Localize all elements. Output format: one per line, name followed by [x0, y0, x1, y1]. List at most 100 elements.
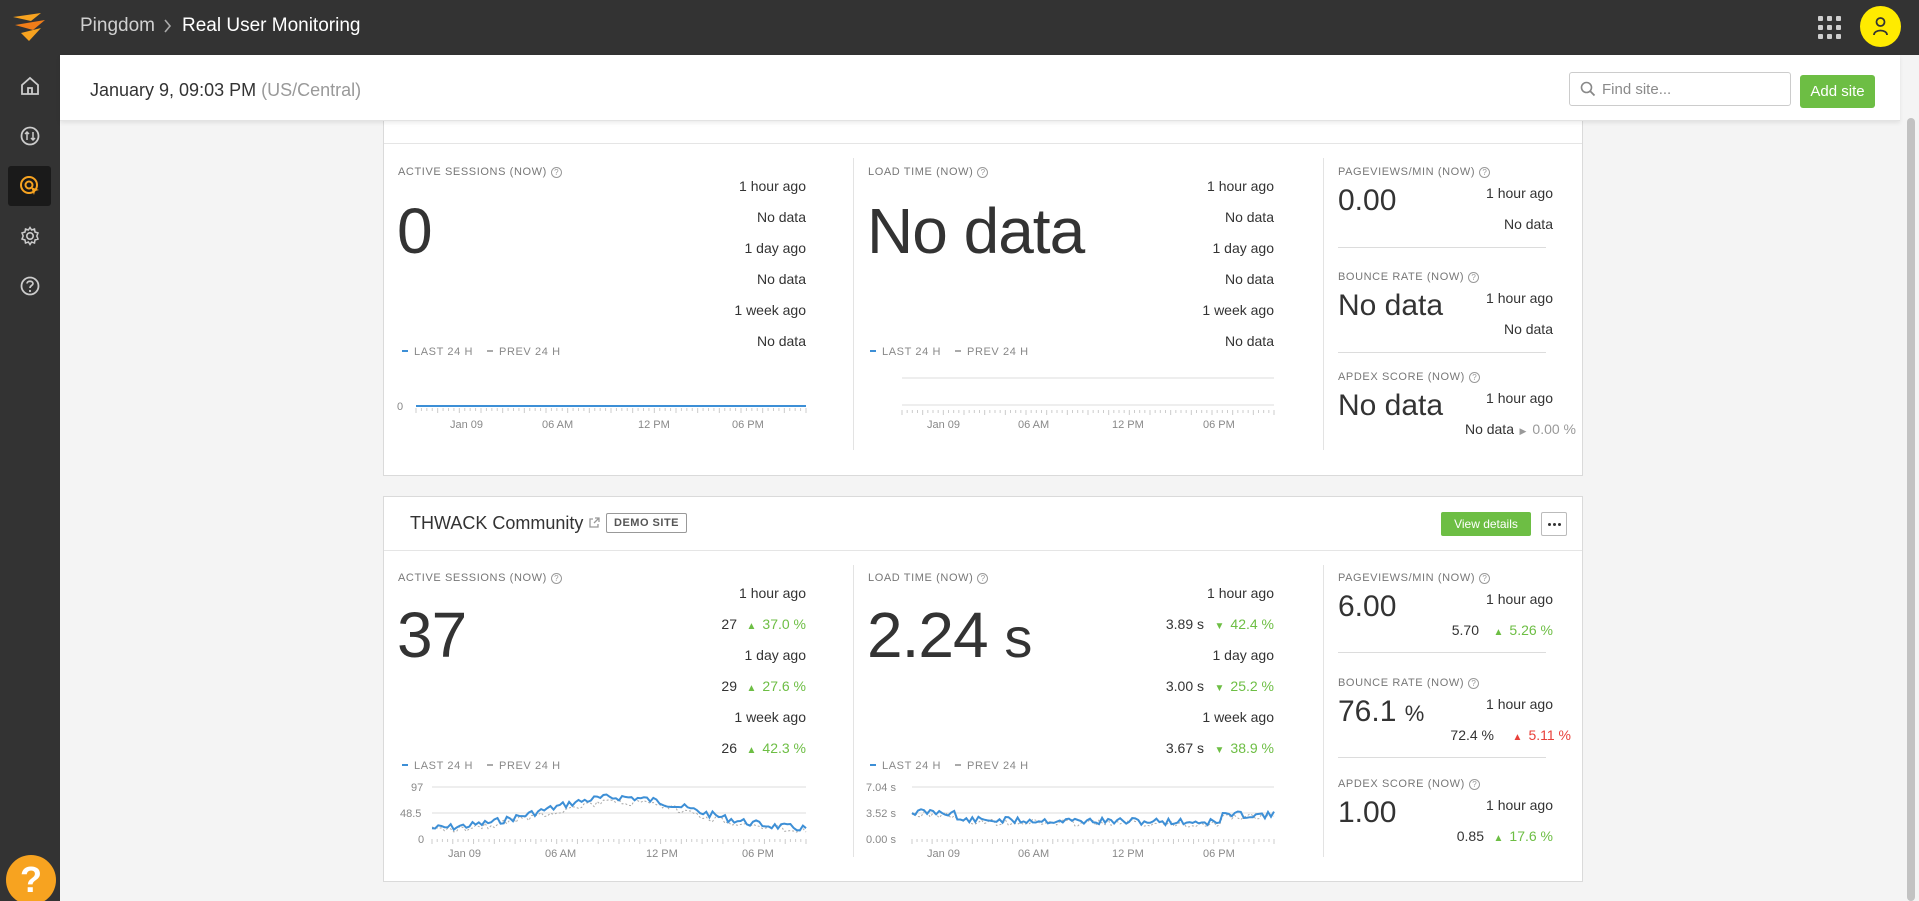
- sidebar-item-rum[interactable]: [8, 166, 51, 206]
- x-tick-label: 12 PM: [1112, 419, 1144, 431]
- load-time-chart: 7.04 s 3.52 s 0.00 s Jan 09 06 AM 12 PM …: [866, 782, 1275, 860]
- chart-legend: LAST 24 H PREV 24 H: [870, 760, 1029, 772]
- week-ago-value: No data: [756, 333, 806, 349]
- scrollbar-thumb[interactable]: [1907, 118, 1915, 901]
- find-site-input[interactable]: [1602, 79, 1782, 99]
- week-ago-value: No data: [1224, 333, 1274, 349]
- week-ago-label: 1 week ago: [734, 302, 806, 318]
- side-metrics-panel: PAGEVIEWS/MIN (NOW)? 0.00 1 hour ago No …: [1324, 144, 1584, 464]
- y-tick-label: 7.04 s: [866, 782, 896, 794]
- avatar[interactable]: [1860, 6, 1901, 47]
- info-icon[interactable]: ?: [1479, 573, 1491, 584]
- last-24h-series-line: [431, 793, 807, 832]
- day-ago-label: 1 day ago: [1212, 647, 1275, 663]
- bounce-rate-prev: 72.4 %: [1450, 727, 1494, 743]
- active-sessions-value: 0: [397, 195, 433, 267]
- sidebar-item-help[interactable]: [8, 266, 51, 306]
- day-ago-value: 3.00 s: [1165, 678, 1204, 694]
- apdex-prev: No data: [1464, 421, 1514, 437]
- load-time-value: 2.24 s: [867, 599, 1032, 671]
- day-ago-delta: ▲ 27.6 %: [746, 678, 807, 694]
- arrow-up-icon: ▲: [1493, 627, 1504, 638]
- active-sessions-panel: ACTIVE SESSIONS (NOW)? 37 1 hour ago 27 …: [384, 551, 854, 871]
- info-icon[interactable]: ?: [550, 573, 562, 584]
- card-header: [384, 100, 1582, 144]
- bounce-rate-value: No data: [1338, 289, 1444, 322]
- bounce-rate-prev: No data: [1503, 321, 1553, 337]
- x-tick-label: 12 PM: [638, 419, 670, 431]
- top-bar: Pingdom Real User Monitoring: [0, 0, 1919, 55]
- sidebar-item-settings[interactable]: [8, 216, 51, 256]
- x-tick-label: Jan 09: [450, 419, 483, 431]
- x-tick-label: 06 AM: [542, 419, 573, 431]
- site-name[interactable]: THWACK Community: [410, 513, 584, 533]
- hour-ago-value: No data: [1224, 209, 1274, 225]
- load-time-chart: Jan 09 06 AM 12 PM 06 PM: [901, 377, 1275, 431]
- arrow-up-icon: ▲: [746, 621, 757, 632]
- info-icon[interactable]: ?: [1468, 372, 1480, 383]
- hour-ago-delta: ▼ 42.4 %: [1214, 616, 1275, 632]
- arrow-up-icon: ▲: [1493, 833, 1504, 844]
- apdex-value: No data: [1338, 389, 1444, 422]
- x-tick-label: Jan 09: [927, 848, 960, 860]
- week-ago-label: 1 week ago: [1202, 709, 1274, 725]
- active-sessions-panel: ACTIVE SESSIONS (NOW)? 0 1 hour ago No d…: [384, 144, 854, 464]
- y-tick-label: 0.00 s: [866, 834, 896, 846]
- info-icon[interactable]: ?: [1468, 678, 1480, 689]
- info-icon[interactable]: ?: [1468, 272, 1480, 283]
- hour-ago-label: 1 hour ago: [1486, 696, 1553, 712]
- active-sessions-label: ACTIVE SESSIONS (NOW)?: [398, 572, 562, 584]
- info-icon[interactable]: ?: [550, 167, 562, 178]
- view-details-button[interactable]: View details: [1441, 512, 1531, 536]
- find-site-search[interactable]: [1569, 72, 1791, 106]
- apps-grid-icon[interactable]: [1818, 16, 1841, 39]
- info-icon[interactable]: ?: [977, 573, 989, 584]
- day-ago-label: 1 day ago: [1212, 240, 1275, 256]
- user-icon: [1873, 17, 1888, 36]
- day-ago-value: 29: [721, 678, 737, 694]
- x-ticks: [415, 408, 807, 413]
- more-options-button[interactable]: [1541, 512, 1567, 536]
- triangle-right-icon: ▶: [1519, 426, 1527, 436]
- load-time-value: No data: [867, 195, 1085, 267]
- chart-legend: LAST 24 H PREV 24 H: [402, 346, 561, 358]
- bounce-rate-label: BOUNCE RATE (NOW)?: [1338, 677, 1480, 689]
- card-header: THWACK Community DEMO SITE View details: [384, 497, 1582, 551]
- chart-legend: LAST 24 H PREV 24 H: [402, 760, 561, 772]
- help-fab-button[interactable]: ?: [6, 855, 56, 901]
- breadcrumb-root[interactable]: Pingdom: [80, 15, 155, 36]
- hour-ago-delta: ▲ 37.0 %: [746, 616, 807, 632]
- sidebar-item-uptime[interactable]: [8, 116, 51, 156]
- add-site-button[interactable]: Add site: [1800, 75, 1875, 108]
- hour-ago-label: 1 hour ago: [1207, 178, 1274, 194]
- apdex-delta: ▲ 17.6 %: [1493, 828, 1554, 844]
- x-tick-label: Jan 09: [448, 848, 481, 860]
- apdex-label: APDEX SCORE (NOW)?: [1338, 778, 1480, 790]
- demo-site-badge: DEMO SITE: [606, 513, 688, 533]
- external-link-icon[interactable]: [589, 517, 600, 528]
- last-24h-series-line: [911, 808, 1275, 827]
- info-icon[interactable]: ?: [1468, 779, 1480, 790]
- load-time-panel: LOAD TIME (NOW)? No data 1 hour ago No d…: [854, 144, 1324, 464]
- bounce-rate-delta: ▲ 5.11 %: [1512, 727, 1571, 743]
- hour-ago-value: 3.89 s: [1165, 616, 1204, 632]
- pageviews-label: PAGEVIEWS/MIN (NOW)?: [1338, 166, 1491, 178]
- y-tick-label: 3.52 s: [866, 808, 896, 820]
- hour-ago-label: 1 hour ago: [1486, 290, 1553, 306]
- arrow-up-icon: ▲: [1512, 732, 1523, 743]
- x-tick-label: 06 PM: [1203, 419, 1235, 431]
- prev-24h-series-line: [911, 810, 1275, 828]
- pageviews-value: 0.00: [1338, 184, 1397, 217]
- day-ago-value: No data: [1224, 271, 1274, 287]
- week-ago-value: 3.67 s: [1165, 740, 1204, 756]
- hour-ago-label: 1 hour ago: [1486, 185, 1553, 201]
- day-ago-delta: ▼ 25.2 %: [1214, 678, 1275, 694]
- active-sessions-chart: 97 48.5 0 Jan 09 06 AM 12 PM 06 PM: [400, 782, 807, 860]
- week-ago-label: 1 week ago: [1202, 302, 1274, 318]
- arrow-down-icon: ▼: [1214, 745, 1225, 756]
- info-icon[interactable]: ?: [977, 167, 989, 178]
- sub-header: January 9, 09:03 PM (US/Central) Add sit…: [60, 55, 1900, 121]
- sidebar-item-home[interactable]: [8, 66, 51, 106]
- info-icon[interactable]: ?: [1479, 167, 1491, 178]
- solarwinds-logo-icon[interactable]: [11, 11, 49, 43]
